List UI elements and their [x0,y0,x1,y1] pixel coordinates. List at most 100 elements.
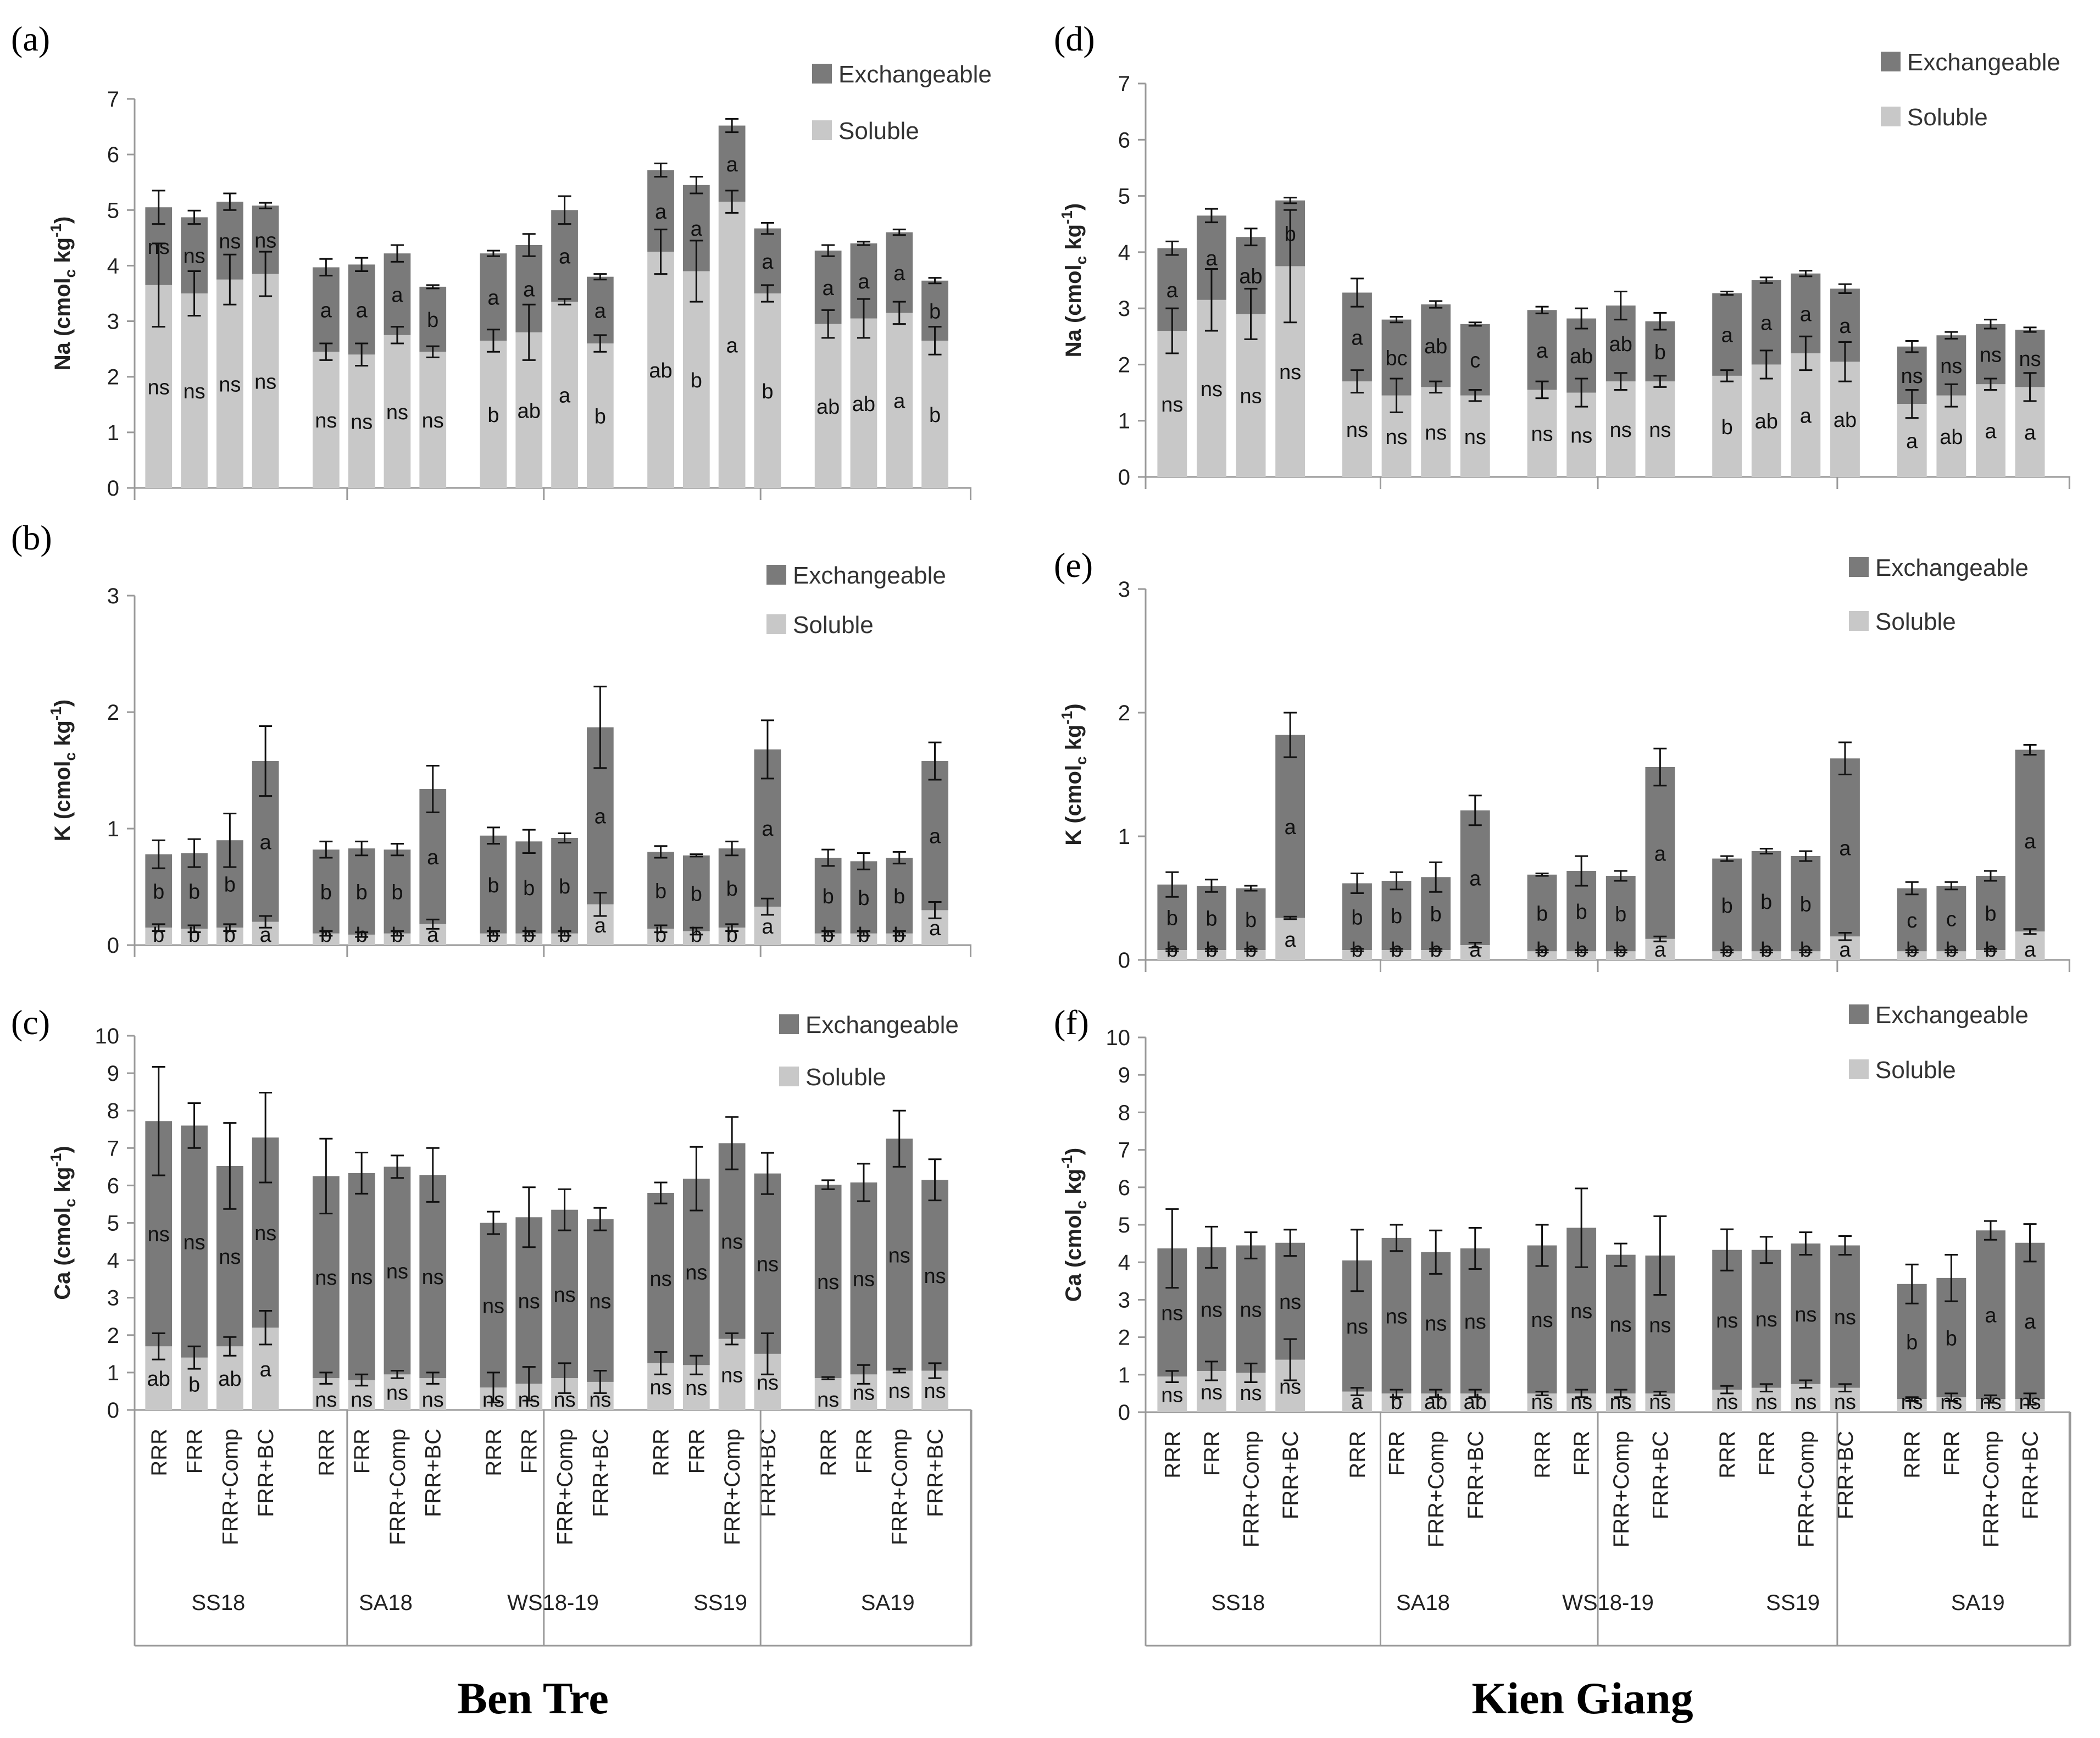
legend-label-exchangeable: Exchangeable [838,61,992,88]
x-tick-label-treatment: FRR+BC [2019,1431,2043,1519]
error-bar-soluble [760,897,774,916]
bar-soluble [480,340,507,488]
sig-label-exchangeable: a [1985,1304,1997,1328]
sig-label-soluble: ns [1901,1391,1923,1414]
legend-label-exchangeable: Exchangeable [793,562,946,589]
sig-label-exchangeable: ns [1161,1302,1183,1325]
error-bar-total [821,848,835,867]
bar-exchangeable [1236,888,1266,950]
bar-soluble [1976,950,2005,960]
sig-label-exchangeable: a [1205,247,1218,270]
bar-exchangeable [1791,1243,1821,1384]
error-bar-total [1945,881,1958,891]
bar-soluble [586,343,614,488]
y-axis-label: Na (cmolc kg-1) [1058,203,1090,358]
bar-soluble [1791,1384,1821,1412]
bar-exchangeable [1605,876,1636,952]
error-bar-soluble [1759,349,1773,380]
sig-label-soluble: ab [1834,409,1857,432]
error-bar-soluble [760,284,774,303]
x-tick-label-treatment: RRR [1715,1431,1740,1479]
error-bar-total [593,1207,607,1231]
error-bar-soluble [522,1366,536,1402]
bar-exchangeable [1527,310,1557,390]
error-bar-total [1614,870,1627,882]
bar-exchangeable [384,253,411,335]
sig-label-exchangeable: a [2024,830,2036,853]
sig-label-exchangeable: a [260,831,272,854]
bar-soluble [718,202,746,488]
sig-label-exchangeable: a [1536,340,1548,363]
sig-label-exchangeable: a [823,277,835,300]
sig-label-soluble: ns [1570,424,1592,447]
sig-label-soluble: ab [218,1368,241,1391]
error-bar-soluble [725,1332,739,1346]
sig-label-exchangeable: ns [1610,1314,1632,1337]
legend-swatch-exchangeable [1849,1004,1869,1024]
bar-exchangeable [384,1167,411,1375]
error-bar-total [2023,744,2037,756]
error-bar-total [1759,1236,1773,1264]
error-bar-soluble [593,334,607,353]
x-tick-label-treatment: RRR [1346,1431,1370,1479]
error-bar-total [928,741,942,781]
sig-label-exchangeable: b [823,885,834,908]
legend-swatch-soluble [1849,1059,1869,1079]
error-bar-total [593,685,607,769]
legend: Exchangeable Soluble [779,1012,959,1091]
bar-soluble [2015,387,2045,477]
x-tick-label-treatment: FRR+Comp [218,1429,242,1545]
error-bar-total [725,118,739,134]
site-label-kien-giang: Kien Giang [1471,1673,1693,1723]
x-tick-label-treatment: FRR [518,1429,542,1474]
error-bar-soluble [1535,1390,1549,1396]
error-bar-soluble [654,229,668,275]
x-tick-label-treatment: FRR+Comp [386,1429,410,1545]
sig-label-soluble: ns [1346,419,1368,442]
bar-soluble [1421,950,1451,960]
error-bar-soluble [426,918,440,930]
sig-label-exchangeable: b [1166,907,1178,930]
sig-label-exchangeable: b [320,881,332,904]
error-bar-total [857,241,870,246]
sig-label-soluble: ns [386,401,408,424]
bar-exchangeable [1976,324,2005,385]
x-tick-label-treatment: FRR [183,1429,207,1474]
sig-label-soluble: ns [2019,1391,2041,1414]
sig-label-exchangeable: ns [1425,1312,1447,1335]
y-tick-label: 1 [1118,1363,1130,1387]
error-bar-soluble [426,345,440,358]
sig-label-exchangeable: ns [853,1268,875,1291]
x-tick-label-treatment: RRR [1531,1431,1555,1479]
sig-label-soluble: b [595,406,606,429]
error-bar-soluble [319,1371,333,1385]
legend-label-soluble: Soluble [838,118,919,145]
y-tick-label: 5 [107,1212,119,1236]
bar-exchangeable [1751,1250,1781,1388]
bar-soluble [718,1339,746,1410]
bar-exchangeable [1936,886,1966,952]
sig-label-soluble: b [762,380,773,403]
error-bar-total [1905,340,1919,353]
x-tick-label-treatment: FRR [1200,1431,1224,1476]
error-bar-total [1244,227,1258,247]
y-tick-label: 9 [1118,1063,1130,1087]
bar-soluble [1712,375,1742,477]
x-tick-label-season: SS18 [191,1591,245,1615]
y-tick-label: 2 [1118,701,1130,725]
sig-label-exchangeable: a [2024,1311,2036,1334]
bar-exchangeable [718,1143,746,1339]
error-bar-soluble [1945,949,1958,953]
sig-label-exchangeable: a [762,818,774,841]
error-bar-soluble [593,892,607,917]
sig-label-exchangeable: b [691,883,702,906]
x-tick-label-treatment: FRR+Comp [1979,1431,2003,1547]
sig-label-exchangeable: ns [589,1290,611,1313]
sig-label-exchangeable: b [153,880,164,903]
sig-label-exchangeable: ab [1239,265,1262,288]
x-tick-label-treatment: RRR [314,1429,338,1476]
sig-label-soluble: b [858,924,869,947]
sig-label-soluble: ns [351,1389,373,1412]
bar-soluble [551,302,578,488]
